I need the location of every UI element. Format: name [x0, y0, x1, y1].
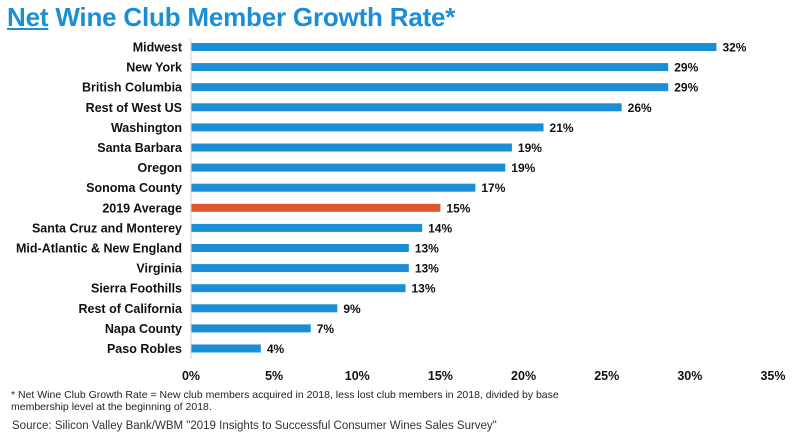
data-label: 4%	[267, 342, 285, 356]
chart-title-highlight: Net	[7, 2, 49, 32]
x-tick-label: 25%	[594, 369, 619, 383]
bar	[191, 143, 512, 152]
data-label: 32%	[722, 41, 746, 55]
bar	[191, 324, 311, 333]
category-label: Sonoma County	[86, 181, 182, 195]
x-tick-label: 5%	[265, 369, 283, 383]
bar	[191, 284, 406, 293]
data-label: 13%	[415, 242, 439, 256]
data-label: 17%	[481, 181, 505, 195]
data-label: 7%	[317, 322, 335, 336]
bar	[191, 244, 409, 252]
category-label: Paso Robles	[107, 342, 182, 356]
category-label: 2019 Average	[102, 201, 182, 215]
source-note: Source: Silicon Valley Bank/WBM "2019 In…	[12, 420, 497, 432]
data-label: 15%	[446, 201, 470, 215]
x-tick-label: 15%	[428, 369, 453, 383]
data-label: 13%	[412, 282, 436, 296]
bar	[191, 163, 506, 172]
category-label: Washington	[111, 121, 182, 135]
chart-title-rest: Wine Club Member Growth Rate*	[48, 2, 456, 32]
data-label: 29%	[674, 81, 698, 95]
category-label: Sierra Foothills	[91, 282, 182, 296]
category-label: Oregon	[138, 161, 182, 175]
bar	[191, 83, 669, 92]
data-label: 9%	[343, 302, 361, 316]
bar	[191, 103, 622, 112]
bar	[191, 264, 409, 273]
x-tick-label: 10%	[345, 369, 370, 383]
category-label: Rest of California	[79, 302, 184, 316]
category-label: Napa County	[105, 322, 182, 336]
data-label: 13%	[415, 262, 439, 276]
data-label: 26%	[628, 101, 652, 115]
x-tick-label: 35%	[760, 369, 785, 383]
bar	[191, 203, 441, 212]
data-label: 29%	[674, 61, 698, 75]
bar	[191, 304, 338, 313]
bar	[191, 344, 261, 353]
x-tick-label: 20%	[511, 369, 536, 383]
bar	[191, 63, 669, 72]
category-label: Virginia	[136, 262, 183, 276]
bar	[191, 223, 423, 232]
category-label: Rest of West US	[86, 101, 182, 115]
data-label: 19%	[518, 141, 542, 155]
category-label: Santa Barbara	[97, 141, 183, 155]
category-label: New York	[126, 61, 182, 75]
x-tick-label: 30%	[677, 369, 702, 383]
data-label: 21%	[550, 121, 574, 135]
category-label: Midwest	[133, 41, 183, 55]
chart-title: Net Wine Club Member Growth Rate*	[7, 2, 455, 33]
category-label: Mid-Atlantic & New England	[16, 242, 182, 256]
bar	[191, 43, 717, 51]
bar	[191, 123, 544, 132]
category-label: Santa Cruz and Monterey	[32, 221, 182, 235]
data-label: 19%	[511, 161, 535, 175]
bar	[191, 183, 476, 192]
footnote: * Net Wine Club Growth Rate = New club m…	[11, 389, 559, 413]
data-label: 14%	[428, 221, 452, 235]
category-label: British Columbia	[82, 81, 183, 95]
x-tick-label: 0%	[182, 369, 200, 383]
